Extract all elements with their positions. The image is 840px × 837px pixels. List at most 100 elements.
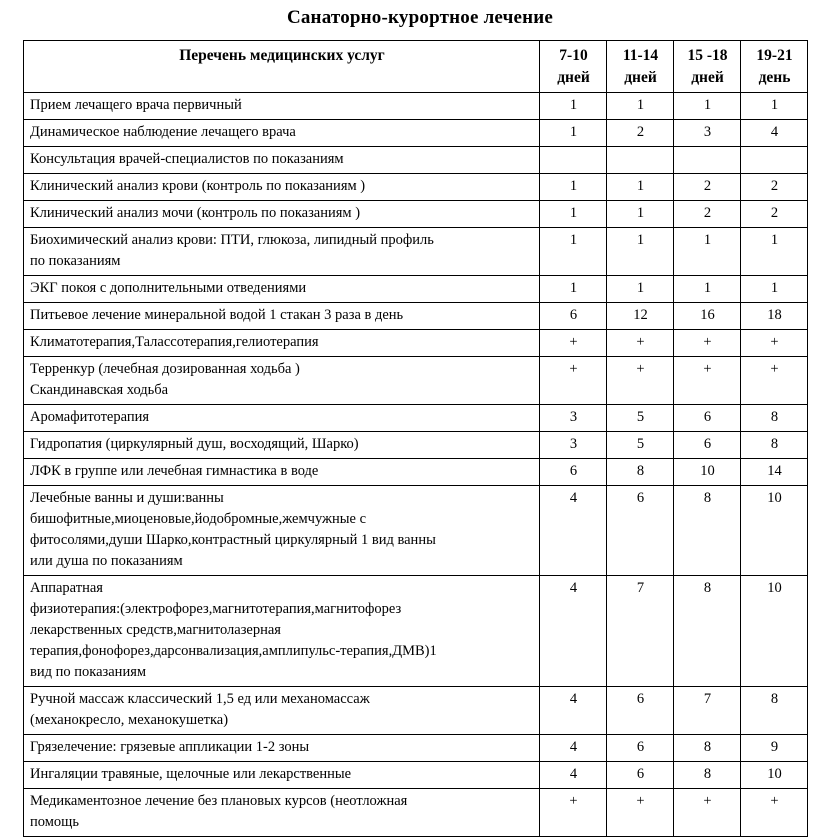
column-header-period-3: 15 -18 дней (673, 40, 741, 93)
table-row: ЛФК в группе или лечебная гимнастика в в… (23, 458, 808, 486)
table-row: Ручной массаж классический 1,5 ед или ме… (23, 686, 808, 735)
service-count-cell-period-3: 8 (673, 485, 741, 576)
service-count-cell-period-3: 1 (673, 275, 741, 303)
service-name-cell: Аромафитотерапия (23, 404, 540, 432)
service-count-cell-period-4: + (740, 788, 808, 837)
service-count-cell-period-1: + (539, 356, 607, 405)
service-count-cell-period-4: 8 (740, 404, 808, 432)
service-count-cell-period-3: 7 (673, 686, 741, 735)
service-name-cell: Биохимический анализ крови: ПТИ, глюкоза… (23, 227, 540, 276)
service-count-cell-period-4: 18 (740, 302, 808, 330)
service-count-cell-period-1: 4 (539, 686, 607, 735)
service-count-cell-period-4: 14 (740, 458, 808, 486)
service-count-cell-period-4: 4 (740, 119, 808, 147)
service-count-cell-period-1: 1 (539, 119, 607, 147)
column-header-period-2: 11-14 дней (606, 40, 674, 93)
service-count-cell-period-2: 2 (606, 119, 674, 147)
table-row: Ингаляции травяные, щелочные или лекарст… (23, 761, 808, 789)
service-count-cell-period-3: 6 (673, 431, 741, 459)
service-count-cell-period-1: 4 (539, 761, 607, 789)
service-count-cell-period-4: 10 (740, 485, 808, 576)
service-count-cell-period-1: 1 (539, 200, 607, 228)
table-row: Медикаментозное лечение без плановых кур… (23, 788, 808, 837)
service-count-cell-period-2 (606, 146, 674, 174)
service-count-cell-period-1: 1 (539, 227, 607, 276)
service-count-cell-period-2: + (606, 788, 674, 837)
table-row: Биохимический анализ крови: ПТИ, глюкоза… (23, 227, 808, 276)
service-count-cell-period-1: 4 (539, 734, 607, 762)
page-title: Санаторно-курортное лечение (286, 7, 554, 28)
service-count-cell-period-3: 1 (673, 227, 741, 276)
service-count-cell-period-2: 1 (606, 275, 674, 303)
table-row: ЭКГ покоя с дополнительными отведениями 1… (23, 275, 808, 303)
service-count-cell-period-3: + (673, 788, 741, 837)
service-name-cell: Терренкур (лечебная дозированная ходьба … (23, 356, 540, 405)
service-count-cell-period-4: 8 (740, 686, 808, 735)
table-row: Аромафитотерапия 3 5 6 8 (23, 404, 808, 432)
table-row: Питьевое лечение минеральной водой 1 ста… (23, 302, 808, 330)
service-count-cell-period-1: + (539, 329, 607, 357)
service-count-cell-period-2: 5 (606, 404, 674, 432)
column-header-period-4: 19-21 день (740, 40, 808, 93)
service-count-cell-period-4: + (740, 356, 808, 405)
service-count-cell-period-2: 1 (606, 92, 674, 120)
service-name-cell: Гидропатия (циркулярный душ, восходящий,… (23, 431, 540, 459)
service-count-cell-period-2: + (606, 356, 674, 405)
service-count-cell-period-4: 1 (740, 227, 808, 276)
service-name-cell: ЭКГ покоя с дополнительными отведениями (23, 275, 540, 303)
service-count-cell-period-4: 1 (740, 275, 808, 303)
table-row: Лечебные ванны и души:ванны бишофитные,м… (23, 485, 808, 576)
services-table-container: Перечень медицинских услуг 7-10 дней 11-… (23, 40, 808, 837)
table-row: Климатотерапия,Талассотерапия,гелиотерап… (23, 329, 808, 357)
service-count-cell-period-3: 8 (673, 734, 741, 762)
service-count-cell-period-2: 12 (606, 302, 674, 330)
service-count-cell-period-2: 1 (606, 200, 674, 228)
table-row: Аппаратная физиотерапия:(электрофорез,ма… (23, 575, 808, 687)
table-row: Консультация врачей-специалистов по пока… (23, 146, 808, 174)
service-count-cell-period-4: 1 (740, 92, 808, 120)
service-count-cell-period-4: 9 (740, 734, 808, 762)
service-count-cell-period-3: 3 (673, 119, 741, 147)
table-header: Перечень медицинских услуг 7-10 дней 11-… (23, 40, 808, 93)
service-count-cell-period-2: 7 (606, 575, 674, 687)
service-name-cell: Питьевое лечение минеральной водой 1 ста… (23, 302, 540, 330)
table-row: Клинический анализ крови (контроль по по… (23, 173, 808, 201)
service-count-cell-period-3: 8 (673, 575, 741, 687)
service-count-cell-period-3: 8 (673, 761, 741, 789)
service-name-cell: Ингаляции травяные, щелочные или лекарст… (23, 761, 540, 789)
service-count-cell-period-3: 6 (673, 404, 741, 432)
service-count-cell-period-4: + (740, 329, 808, 357)
service-name-cell: Динамическое наблюдение лечащего врача (23, 119, 540, 147)
service-count-cell-period-2: 6 (606, 734, 674, 762)
service-count-cell-period-4: 8 (740, 431, 808, 459)
header-row: Перечень медицинских услуг 7-10 дней 11-… (23, 40, 808, 93)
service-count-cell-period-1: + (539, 788, 607, 837)
service-count-cell-period-1: 6 (539, 458, 607, 486)
service-count-cell-period-2: 6 (606, 686, 674, 735)
table-row: Динамическое наблюдение лечащего врача 1 2… (23, 119, 808, 147)
service-name-cell: Грязелечение: грязевые аппликации 1-2 зо… (23, 734, 540, 762)
table-body: Прием лечащего врача первичный 1 1 1 1 Динами… (23, 92, 808, 837)
column-header-period-1: 7-10 дней (539, 40, 607, 93)
table-row: Прием лечащего врача первичный 1 1 1 1 (23, 92, 808, 120)
service-name-cell: Климатотерапия,Талассотерапия,гелиотерап… (23, 329, 540, 357)
service-count-cell-period-4: 2 (740, 173, 808, 201)
table-row: Грязелечение: грязевые аппликации 1-2 зо… (23, 734, 808, 762)
service-count-cell-period-1: 1 (539, 275, 607, 303)
service-count-cell-period-1: 6 (539, 302, 607, 330)
service-name-cell: Прием лечащего врача первичный (23, 92, 540, 120)
column-header-services: Перечень медицинских услуг (23, 40, 540, 93)
service-name-cell: Ручной массаж классический 1,5 ед или ме… (23, 686, 540, 735)
service-count-cell-period-2: 8 (606, 458, 674, 486)
service-count-cell-period-4 (740, 146, 808, 174)
service-count-cell-period-1: 4 (539, 485, 607, 576)
service-count-cell-period-4: 10 (740, 761, 808, 789)
service-name-cell: Клинический анализ мочи (контроль по пок… (23, 200, 540, 228)
service-count-cell-period-2: 6 (606, 761, 674, 789)
service-count-cell-period-1: 1 (539, 92, 607, 120)
service-count-cell-period-3: 10 (673, 458, 741, 486)
table-row: Гидропатия (циркулярный душ, восходящий,… (23, 431, 808, 459)
service-count-cell-period-1: 4 (539, 575, 607, 687)
service-count-cell-period-3 (673, 146, 741, 174)
